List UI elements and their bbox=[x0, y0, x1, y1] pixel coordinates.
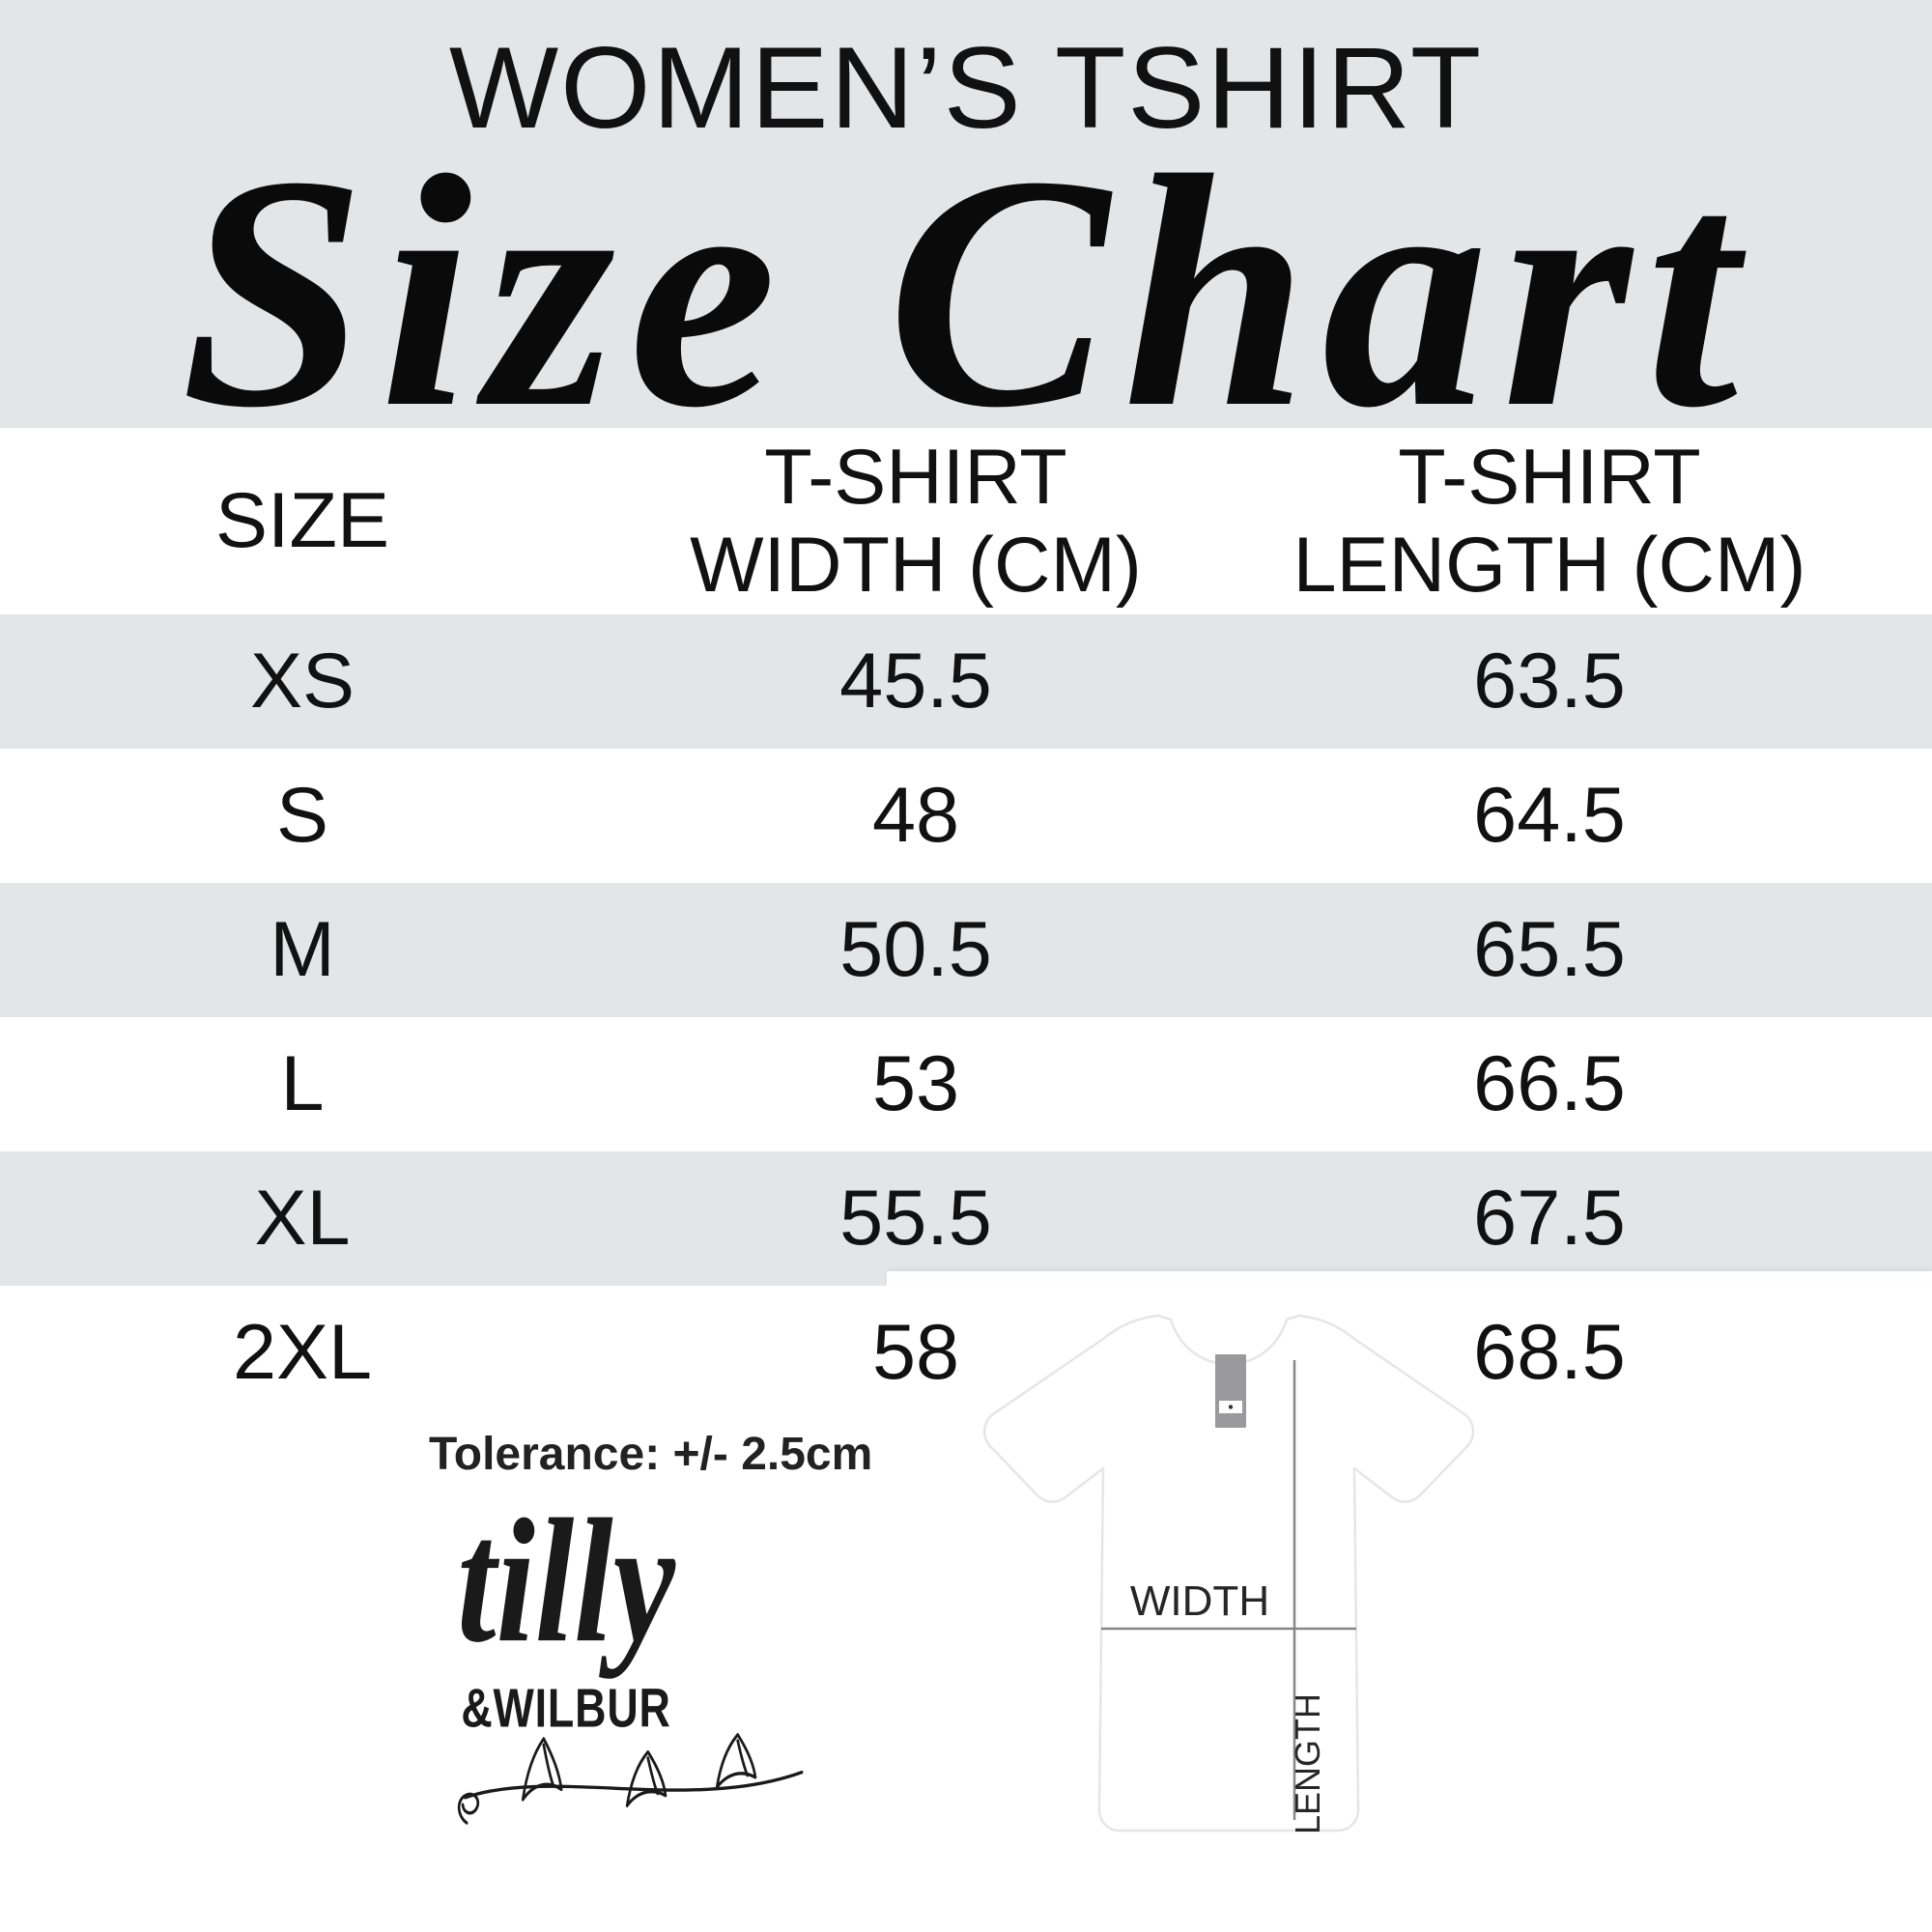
svg-text:tilly: tilly bbox=[457, 1488, 675, 1679]
svg-text:&WILBUR: &WILBUR bbox=[461, 1677, 670, 1738]
svg-text:WIDTH: WIDTH bbox=[1130, 1577, 1269, 1625]
svg-text:LENGTH: LENGTH bbox=[1288, 1693, 1327, 1834]
